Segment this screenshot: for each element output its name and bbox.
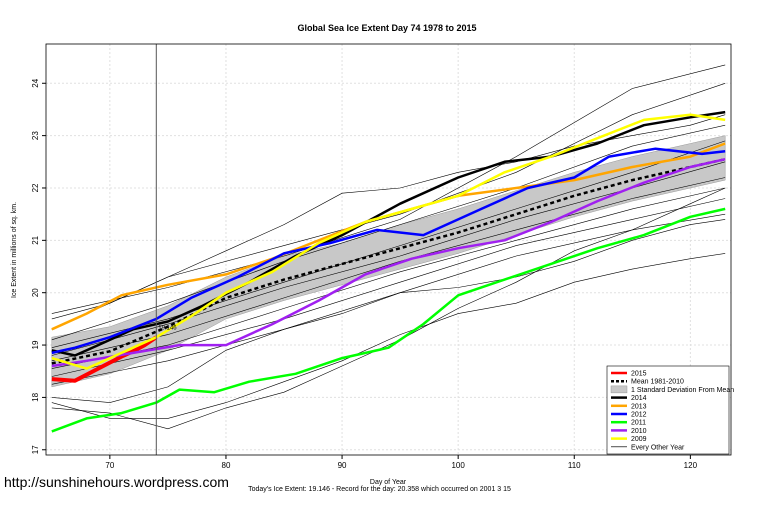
y-tick-label: 18 <box>31 392 40 401</box>
y-tick-label: 24 <box>31 78 40 87</box>
every-other-year-line <box>51 253 726 419</box>
legend-box <box>606 365 730 455</box>
series-2009 <box>51 113 726 370</box>
y-tick-label: 17 <box>31 445 40 454</box>
every-other-year-line <box>51 198 726 377</box>
y-tick-label: 23 <box>31 131 40 140</box>
legend-label: 2009 <box>631 436 647 443</box>
y-tick-label: 20 <box>31 288 40 297</box>
every-other-year-line <box>51 83 726 330</box>
current-value-label: 19.146 <box>158 325 177 331</box>
every-other-year-line <box>51 177 726 362</box>
x-tick-label: 110 <box>568 461 581 470</box>
y-tick-label: 19 <box>31 340 40 349</box>
every-other-year-line <box>51 124 726 341</box>
series-2015 <box>51 335 158 383</box>
legend-label: 2013 <box>631 403 647 410</box>
plot-frame <box>45 43 732 456</box>
legend-label: Mean 1981-2010 <box>631 379 684 386</box>
legend-label: 2015 <box>631 371 647 378</box>
x-tick-label: 70 <box>105 461 114 470</box>
x-tick-label: 90 <box>338 461 347 470</box>
chart-title: Global Sea Ice Extent Day 74 1978 to 201… <box>297 23 476 33</box>
legend-label: 2010 <box>631 428 647 435</box>
every-other-year-line <box>51 140 726 348</box>
x-axis-label: Day of Year <box>370 479 407 486</box>
every-other-year-line <box>51 114 726 320</box>
legend-label: 2014 <box>631 395 647 402</box>
every-other-year-lines <box>51 64 726 430</box>
y-axis-label: Ice Extent in millions of sq. km. <box>11 202 18 298</box>
every-other-year-line <box>51 64 726 314</box>
y-tick-label: 22 <box>31 183 40 192</box>
legend-swatch <box>610 385 628 394</box>
series-2012 <box>51 147 726 355</box>
series-2011 <box>51 207 726 433</box>
legend-label: 1 Standard Deviation From Mean <box>631 387 734 394</box>
x-tick-label: 120 <box>684 461 698 470</box>
legend-label: 2012 <box>631 412 647 419</box>
every-other-year-line <box>51 219 726 403</box>
every-other-year-line <box>51 187 726 369</box>
y-tick-label: 21 <box>31 235 40 244</box>
footer-note: Today's Ice Extent: 19.146 - Record for … <box>248 486 511 493</box>
legend-label: 2011 <box>631 420 646 427</box>
x-axis-ticks: 70 80 90 100 110 120 <box>105 455 698 470</box>
series-2014 <box>51 110 726 357</box>
x-tick-label: 80 <box>222 461 231 470</box>
legend-label: Every Other Year <box>631 444 685 451</box>
watermark-url: http://sunshinehours.wordpress.com <box>4 474 229 490</box>
series-mean-1981-2010 <box>51 157 726 365</box>
x-tick-label: 100 <box>451 461 465 470</box>
y-axis-ticks: 17 18 19 20 21 22 23 24 <box>31 78 46 454</box>
